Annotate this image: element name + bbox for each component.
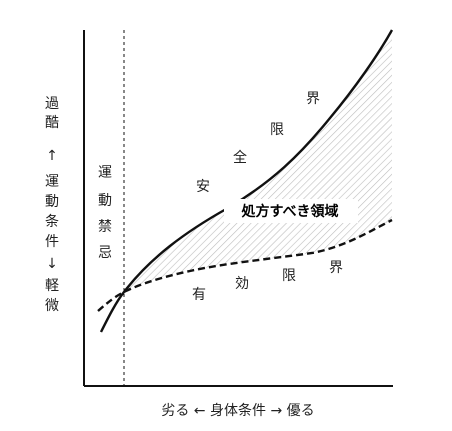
- safety-limit-char: 全: [233, 149, 247, 166]
- safety-limit-char: 界: [306, 91, 320, 107]
- effective-limit-char: 限: [282, 268, 296, 284]
- effective-limit-char: 界: [329, 260, 343, 276]
- effective-limit-label: 有 効 限 界: [192, 260, 343, 303]
- safety-limit-char: 限: [270, 122, 284, 138]
- forbidden-zone-char: 動: [98, 193, 112, 209]
- y-axis-char: ↑: [46, 148, 58, 164]
- forbidden-zone-char: 禁: [98, 219, 112, 235]
- y-axis-char: 件: [45, 234, 59, 250]
- region-label: 処方すべき領域: [240, 203, 338, 220]
- y-axis-char: 微: [45, 298, 59, 314]
- region-label-box: [224, 199, 358, 223]
- y-axis-char: ↓: [46, 256, 58, 272]
- prescription-region-fill: [124, 30, 392, 292]
- forbidden-zone-char: 忌: [98, 245, 112, 261]
- y-axis-char: 過: [45, 96, 59, 112]
- effective-limit-curve: [97, 218, 393, 312]
- y-axis-char: 動: [45, 194, 59, 210]
- y-axis-char: 条: [45, 213, 59, 230]
- effective-limit-char: 有: [192, 287, 206, 303]
- x-axis-label: 劣る ← 身体条件 → 優る: [161, 402, 314, 419]
- forbidden-zone-label: 運 動 禁 忌: [98, 165, 112, 261]
- safety-limit-char: 安: [196, 179, 210, 195]
- y-axis-char: 運: [45, 174, 59, 190]
- y-axis-char: 酷: [45, 115, 59, 131]
- effective-limit-char: 効: [235, 276, 249, 292]
- forbidden-zone-char: 運: [98, 165, 112, 181]
- safety-limit-label: 安 全 限 界: [196, 91, 320, 195]
- y-axis-char: 軽: [45, 278, 59, 294]
- y-axis-label: 過 酷 ↑ 運 動 条 件 ↓ 軽 微: [45, 96, 59, 314]
